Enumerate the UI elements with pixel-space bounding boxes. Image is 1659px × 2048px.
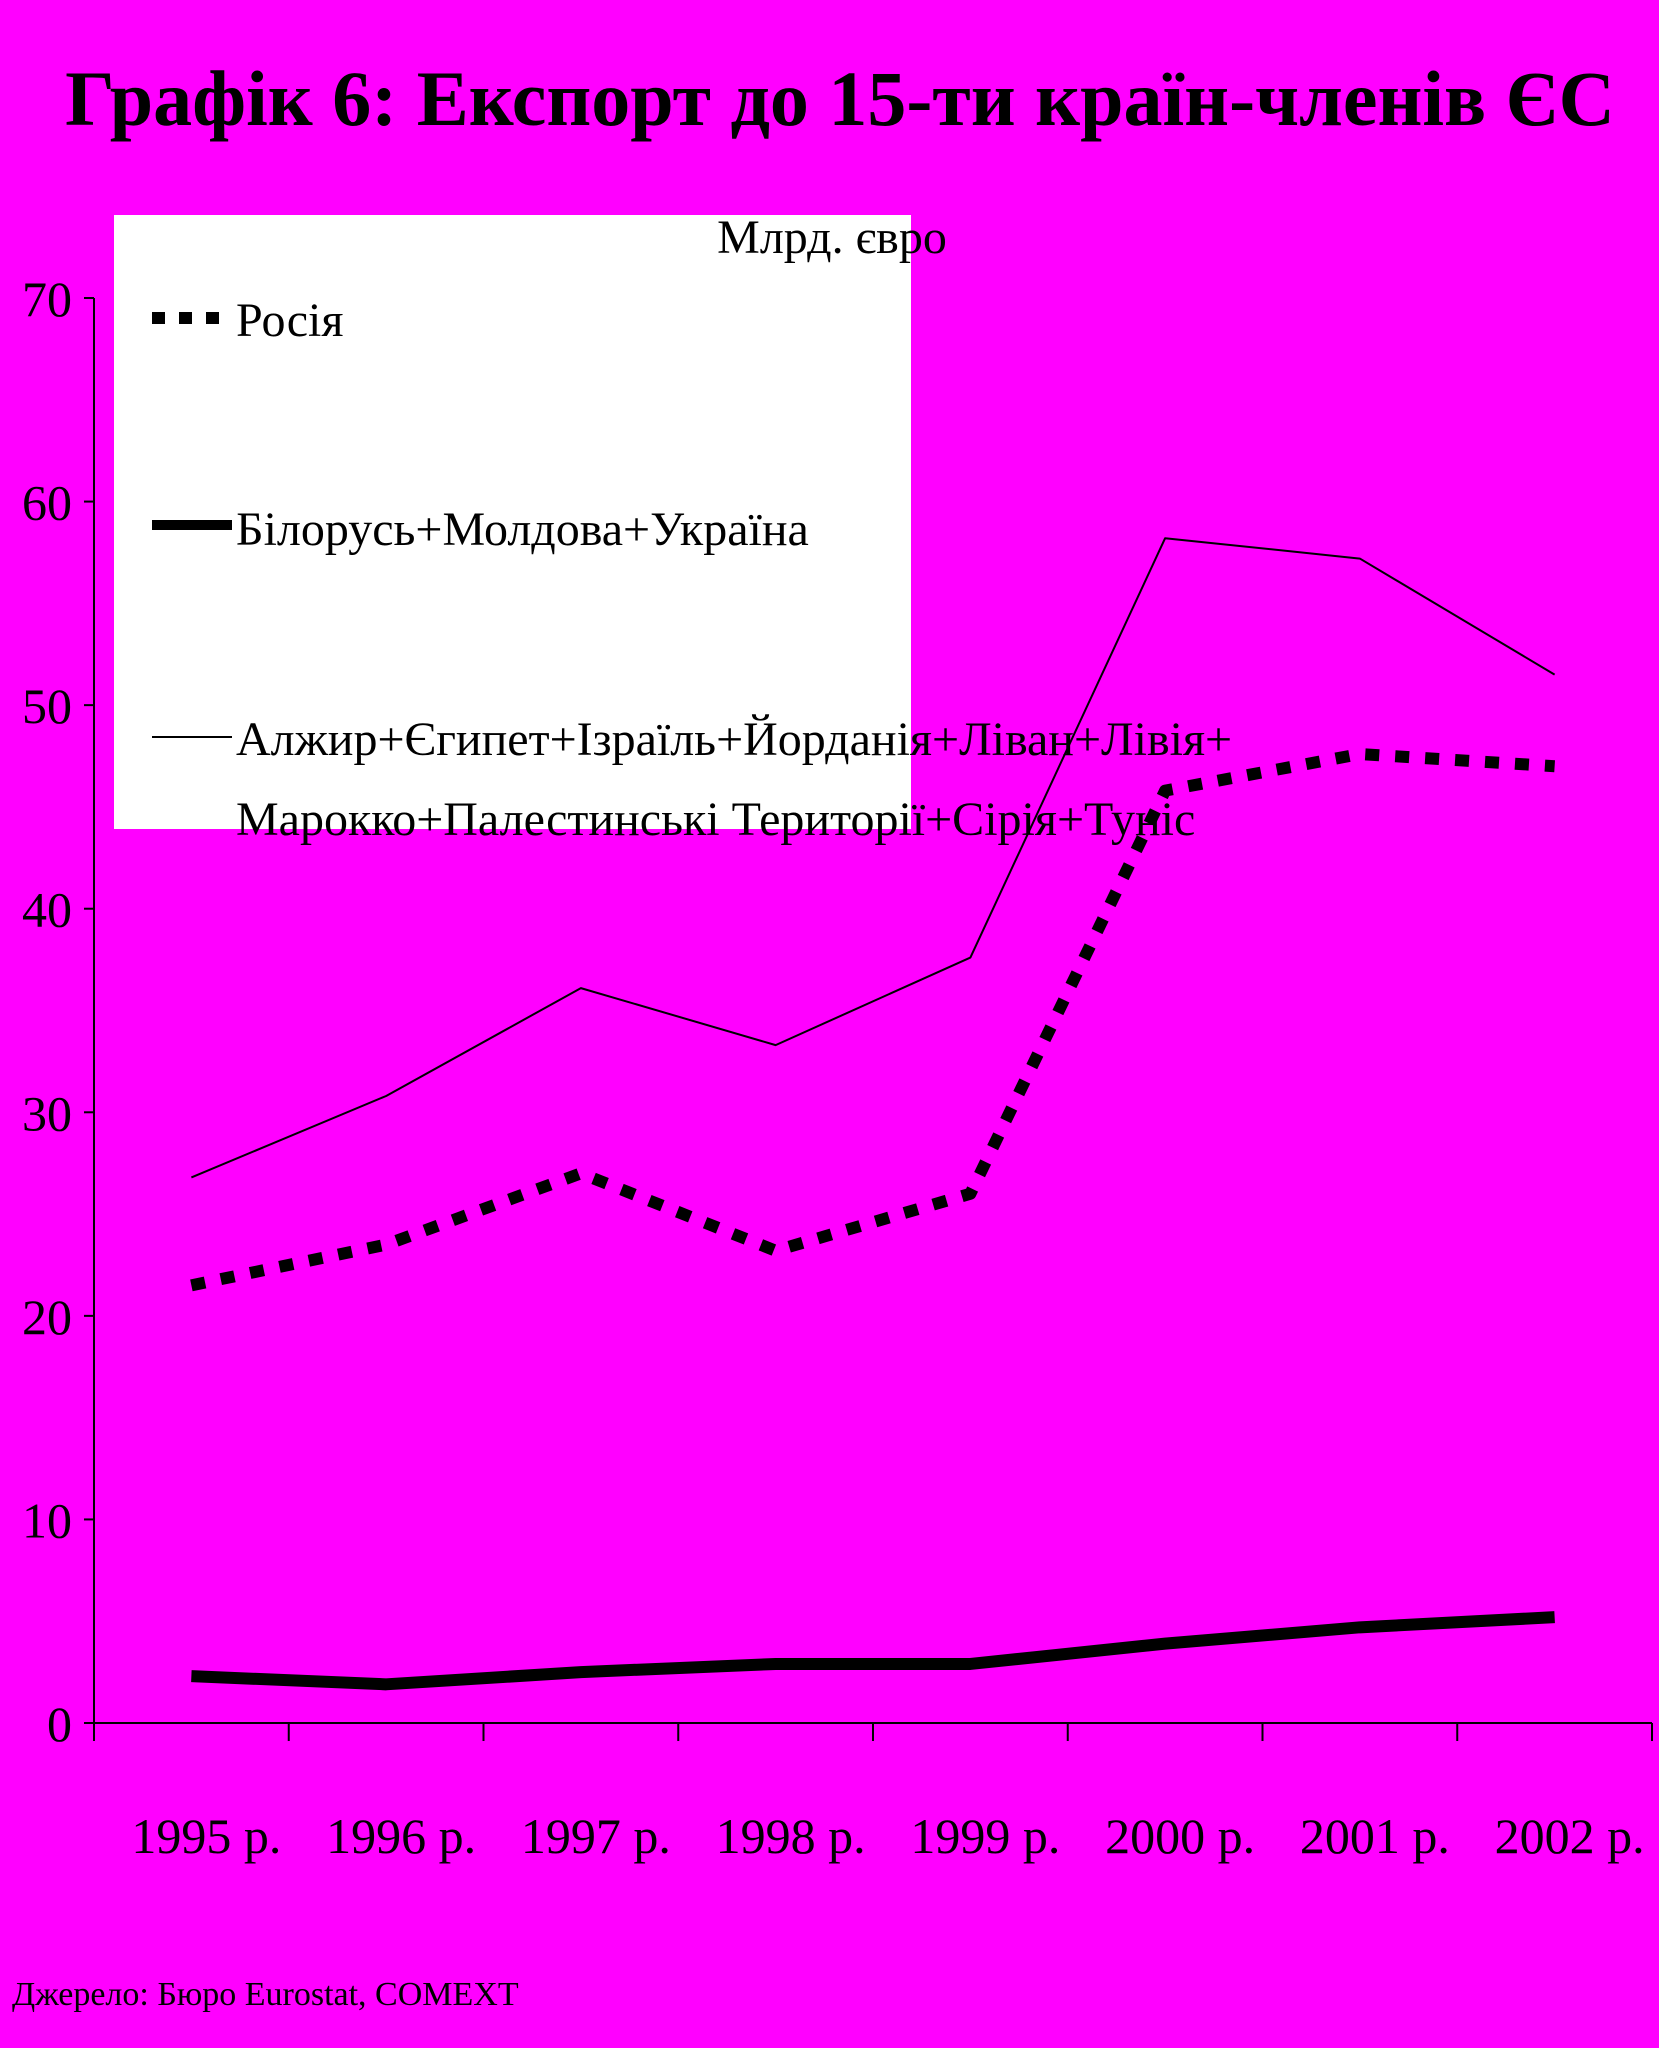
- x-tick-label: 1999 р.: [910, 1808, 1060, 1864]
- x-tick-label: 2001 р.: [1300, 1808, 1450, 1864]
- legend-label-bmu: Білорусь+Молдова+Україна: [236, 503, 809, 556]
- y-tick-label: 40: [22, 882, 72, 938]
- legend-label-russia: Росія: [236, 294, 343, 347]
- y-tick-label: 10: [22, 1492, 72, 1548]
- y-tick-label: 20: [22, 1289, 72, 1345]
- x-tick-label: 1996 р.: [326, 1808, 476, 1864]
- series-russia-point: [386, 1244, 387, 1245]
- series-russia-point: [580, 1173, 581, 1174]
- x-tick-label: 2002 р.: [1495, 1808, 1645, 1864]
- source-note: Джерело: Бюро Eurostat, COMEXT: [12, 1976, 519, 2013]
- x-tick-label: 1995 р.: [131, 1808, 281, 1864]
- legend-box: [114, 215, 911, 829]
- chart-title: Графік 6: Експорт до 15-ти країн-членів …: [65, 55, 1615, 142]
- x-tick-label: 1998 р.: [716, 1808, 866, 1864]
- legend-label-med-line2: Марокко+Палестинські Території+Сірія+Тун…: [236, 793, 1195, 846]
- y-tick-label: 30: [22, 1085, 72, 1141]
- series-russia-point: [1359, 754, 1360, 755]
- y-tick-label: 50: [22, 678, 72, 734]
- y-unit-label: Млрд. євро: [717, 211, 947, 264]
- y-tick-label: 70: [22, 271, 72, 327]
- legend-label-med-line1: Алжир+Єгипет+Ізраїль+Йорданія+Ліван+Ліві…: [236, 713, 1232, 766]
- x-tick-label: 2000 р.: [1105, 1808, 1255, 1864]
- y-tick-label: 0: [47, 1696, 72, 1752]
- y-tick-label: 60: [22, 475, 72, 531]
- x-tick-label: 1997 р.: [521, 1808, 671, 1864]
- series-mediterranean-line: [190, 537, 1556, 1179]
- series-russia-point: [775, 1250, 776, 1251]
- series-belarus-moldova-ukraine-line: [191, 1611, 1555, 1691]
